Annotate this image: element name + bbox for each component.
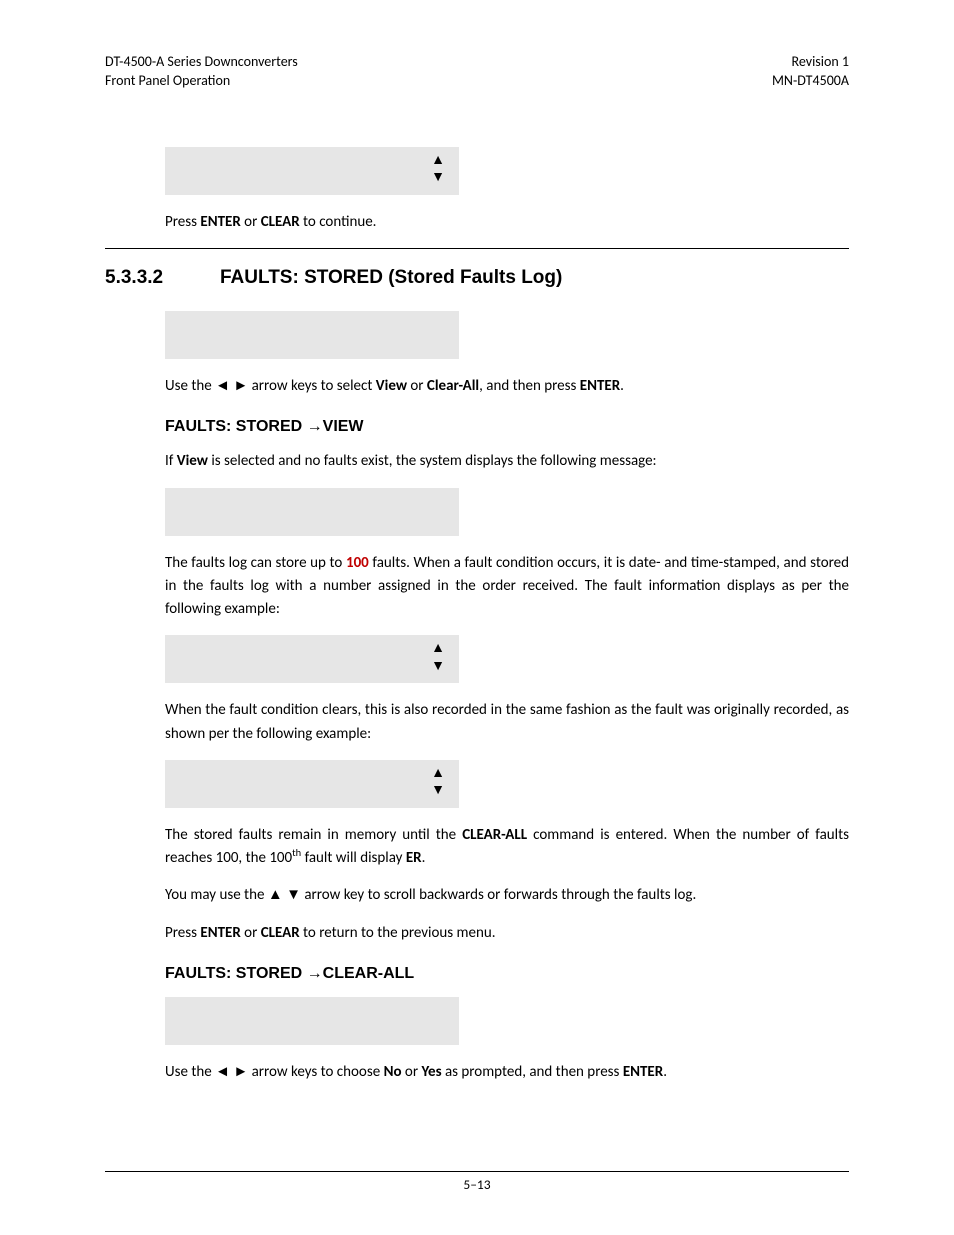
header-docnum: MN-DT4500A [772,72,849,91]
down-arrow-icon: ▼ [431,657,445,675]
subsection-heading: FAULTS: STORED →VIEW [165,418,849,436]
body-text: Press ENTER or CLEAR to return to the pr… [165,922,849,945]
updown-arrows: ▲ ▼ [431,151,445,186]
up-arrow-icon: ▲ [431,639,445,657]
page-header: DT-4500-A Series Downconverters Front Pa… [105,53,849,91]
section-divider [105,248,849,249]
body-text: When the fault condition clears, this is… [165,699,849,746]
updown-arrows: ▲ ▼ [431,764,445,799]
display-box: ▲ ▼ [165,760,459,808]
body-text: If View is selected and no faults exist,… [165,450,849,473]
up-arrow-icon: ▲ [431,151,445,169]
header-left: DT-4500-A Series Downconverters Front Pa… [105,53,298,91]
header-product: DT-4500-A Series Downconverters [105,53,298,72]
header-right: Revision 1 MN-DT4500A [772,53,849,91]
right-arrow-icon: ► [233,1063,248,1081]
right-arrow-icon: → [307,418,323,435]
body-text: Use the ◄ ► arrow keys to select View or… [165,375,849,398]
section-heading: 5.3.3.2 FAULTS: STORED (Stored Faults Lo… [105,267,849,289]
highlight-number: 100 [346,554,369,572]
body-text: You may use the ▲ ▼ arrow key to scroll … [165,884,849,907]
header-section: Front Panel Operation [105,72,298,91]
page-number: 5–13 [0,1176,954,1193]
display-box [165,997,459,1045]
right-arrow-icon: ► [233,377,248,395]
header-revision: Revision 1 [772,53,849,72]
body-text: The stored faults remain in memory until… [165,824,849,871]
display-box [165,488,459,536]
down-arrow-icon: ▼ [286,886,301,904]
left-arrow-icon: ◄ [215,377,230,395]
left-arrow-icon: ◄ [215,1063,230,1081]
display-box: ▲ ▼ [165,635,459,683]
section-title: FAULTS: STORED (Stored Faults Log) [220,267,562,289]
down-arrow-icon: ▼ [431,781,445,799]
display-box [165,311,459,359]
body-text: The faults log can store up to 100 fault… [165,552,849,622]
up-arrow-icon: ▲ [431,764,445,782]
updown-arrows: ▲ ▼ [431,639,445,674]
section-number: 5.3.3.2 [105,267,220,289]
footer-divider [105,1171,849,1172]
page: DT-4500-A Series Downconverters Front Pa… [0,0,954,1084]
display-box: ▲ ▼ [165,147,459,195]
right-arrow-icon: → [307,965,323,982]
body-text: Press ENTER or CLEAR to continue. [165,211,849,234]
down-arrow-icon: ▼ [431,168,445,186]
body-text: Use the ◄ ► arrow keys to choose No or Y… [165,1061,849,1084]
subsection-heading: FAULTS: STORED →CLEAR-ALL [165,965,849,983]
page-content: ▲ ▼ Press ENTER or CLEAR to continue. 5.… [105,147,849,1084]
up-arrow-icon: ▲ [268,886,283,904]
